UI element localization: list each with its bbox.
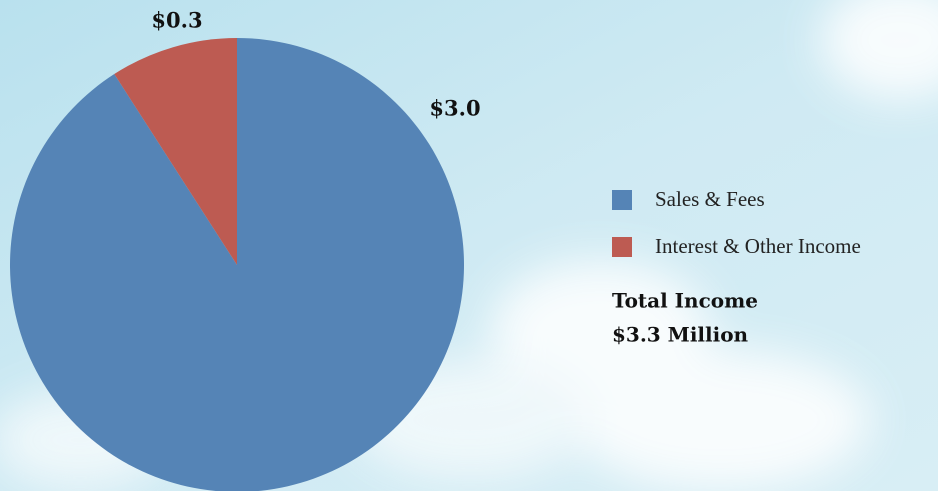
legend-label: Sales & Fees [655, 187, 765, 211]
annotation: $3.3 Million [612, 323, 749, 347]
legend-swatch [612, 190, 632, 210]
value-label: $0.3 [151, 8, 202, 33]
value-label: $3.0 [429, 96, 480, 121]
legend-swatch [612, 237, 632, 257]
annotation: Total Income [612, 289, 758, 313]
legend-label: Interest & Other Income [655, 234, 861, 258]
pie-slice [10, 38, 464, 491]
pie-slice [114, 37, 237, 265]
